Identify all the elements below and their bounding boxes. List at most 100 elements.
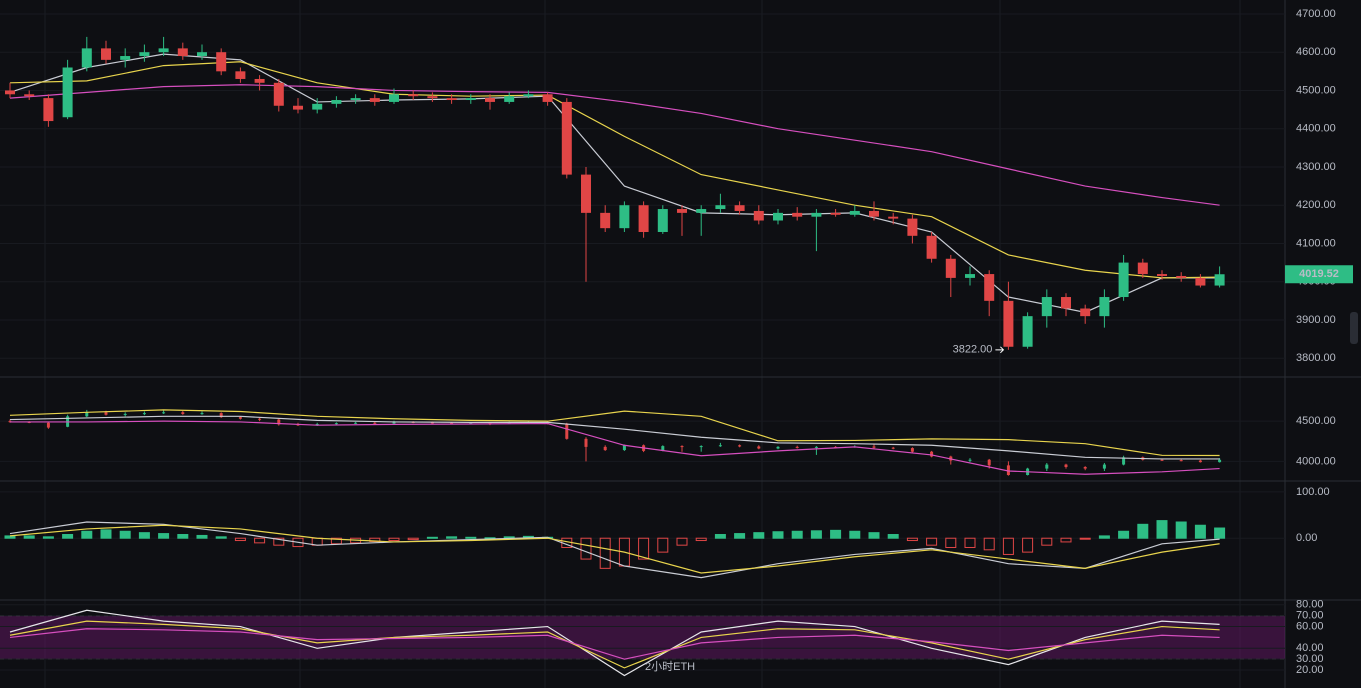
candle-body [312,103,323,110]
candle-body [888,216,899,219]
candle-body [1160,459,1164,461]
y-tick-label: 0.00 [1296,532,1317,544]
candle-body [507,422,511,424]
candle-body [369,98,380,102]
macd-bar [426,536,438,539]
candle-body [757,446,761,449]
price-tag [1285,265,1353,284]
macd-bar [100,529,112,539]
macd-bar [638,537,650,560]
rsi-band [0,615,1285,660]
candle-body [177,48,188,57]
candle-body [1003,300,1014,347]
macd-bar [62,534,74,539]
macd-bar [887,534,899,539]
macd-bar [580,537,592,560]
pane-handle[interactable] [1350,312,1358,344]
candle-body [1064,464,1068,467]
candle-body [123,413,127,415]
macd-bar [830,529,842,539]
candle-body [331,100,342,104]
indicator-line [9,524,1220,574]
indicator-line [10,420,1220,475]
candle-body [715,205,726,210]
candle-body [907,218,918,236]
candle-body [622,445,626,451]
candle-body [1176,275,1187,278]
macd-bar [868,532,880,539]
candle-body [926,235,937,259]
candle-body [738,445,742,447]
candle-body [101,48,111,60]
macd-bar [23,535,35,539]
macd-bar [983,537,995,551]
macd-bar [1214,527,1226,539]
indicator-line [9,521,1220,579]
y-tick-label: 4500.00 [1296,84,1336,96]
candle-body [430,422,434,424]
macd-bar [1098,535,1110,539]
candle-body [677,209,687,213]
candle-body [1080,308,1091,317]
watermark: 2小时ETH [645,660,695,673]
candle-body [699,446,703,448]
macd-bar [695,537,707,542]
y-tick-label: 4500.00 [1296,415,1336,427]
candle-body [600,212,611,229]
candle-body [200,413,204,415]
macd-bar [945,537,957,548]
macd-bar [791,530,803,539]
indicator-line [9,61,1220,279]
candle-body [930,451,934,457]
y-tick-label: 80.00 [1296,599,1324,611]
candle-body [373,422,377,424]
macd-bar [215,536,227,539]
candle-body [1102,464,1106,469]
candle-body [1099,297,1110,317]
macd-bar [926,537,938,546]
candle-body [62,67,73,118]
candle-body [315,423,319,426]
candle-body [334,423,338,425]
candle-body [891,447,895,449]
indicator-line [9,628,1220,660]
macd-bar [81,530,93,539]
indicator-line [9,409,1220,457]
y-tick-label: 4700.00 [1296,8,1336,20]
candle-body [638,205,649,232]
candle-body [619,205,630,229]
indicator-line [9,84,1220,206]
candle-body [139,52,150,57]
price-tag-label: 4019.52 [1299,268,1339,280]
candle-body [446,98,457,101]
candle-body [1137,262,1148,275]
candle-body [485,98,495,102]
candle-body [197,52,207,57]
candle-body [81,48,92,68]
candle-body [219,413,223,418]
candle-body [488,422,492,424]
macd-bar [196,534,208,539]
y-tick-label: 30.00 [1296,653,1324,665]
candle-body [235,71,246,79]
candle-body [869,210,879,217]
candle-body [965,274,975,278]
y-tick-label: 70.00 [1296,610,1324,622]
y-tick-label: 4300.00 [1296,161,1336,173]
candle-body [158,48,169,53]
candle-body [696,209,707,213]
macd-bar [1022,537,1034,553]
macd-bar [964,537,976,548]
macd-bar [1175,521,1187,539]
macd-bar [1002,537,1014,555]
candle-body [811,212,822,217]
candle-body [523,94,534,97]
macd-bar [158,533,170,539]
candle-body [1195,277,1206,286]
macd-bar [599,537,611,569]
candle-body [1022,316,1033,347]
macd-bar [1137,523,1149,539]
macd-bar [273,537,285,546]
candle-body [181,412,185,414]
